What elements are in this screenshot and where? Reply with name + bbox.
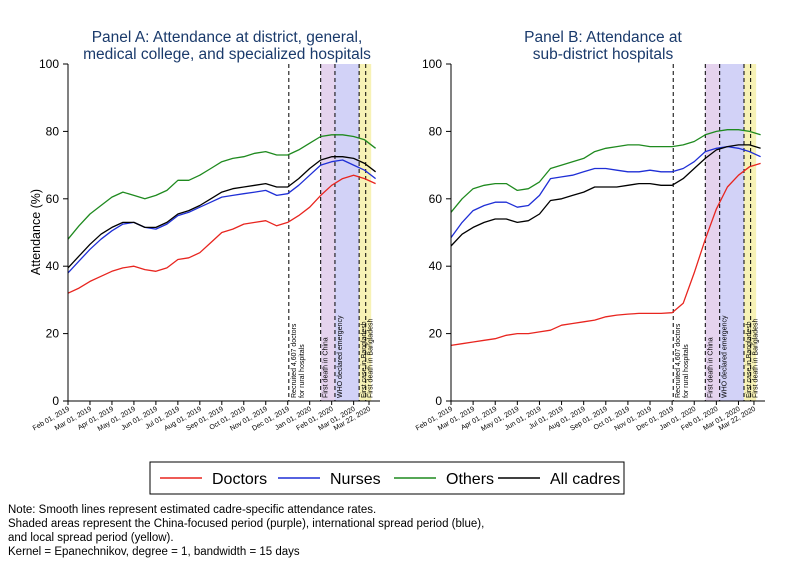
panel-a-title-line2: medical college, and specialized hospita… <box>83 46 371 63</box>
panel-b-vline-label-recruitment: Recruited 4,607 doctors <box>675 323 682 398</box>
panel-a-title-line1: Panel A: Attendance at district, general… <box>92 29 363 46</box>
panel-a-vline-label2-recruitment: for rural hospitals <box>299 344 306 398</box>
panel-b-title-line1: Panel B: Attendance at <box>524 29 682 46</box>
panel-b-shade-international <box>719 64 744 401</box>
panel-b-y-tick-label-100: 100 <box>422 57 442 71</box>
panel-b-y-tick-label-40: 40 <box>429 259 443 273</box>
legend-label-nurses: Nurses <box>330 471 381 488</box>
legend-box <box>149 461 625 495</box>
legend-item-others: Others <box>394 471 494 488</box>
legend: Doctors Nurses Others All cadres <box>149 461 625 495</box>
panel-a-series-all-cadres <box>67 156 376 269</box>
panel-a-vline-label-first-death-bangladesh: First death in Bangladesh <box>368 319 375 398</box>
legend-item-nurses: Nurses <box>278 471 381 488</box>
panel-b-vline-label2-recruitment: for rural hospitals <box>683 344 690 398</box>
panel-b-series-nurses <box>450 145 761 238</box>
panel-a-vline-label-first-death-china: First death in China <box>323 337 330 398</box>
panel-b-vline-label-first-case-bangladesh: First case in Bangladesh <box>746 321 753 398</box>
note-line-1: Note: Smooth lines represent estimated c… <box>8 504 377 516</box>
panel-b-y-tick-label-80: 80 <box>429 124 443 138</box>
legend-label-others: Others <box>446 471 494 488</box>
panel-b: Panel B: Attendance at sub-district hosp… <box>415 29 765 433</box>
panel-a-y-tick-label-20: 20 <box>46 327 60 341</box>
panel-a-vline-label-recruitment: Recruited 4,607 doctors <box>291 323 298 398</box>
panel-a-y-tick-label-60: 60 <box>46 192 60 206</box>
panel-a-series-doctors <box>67 174 376 294</box>
panel-a-y-tick-label-80: 80 <box>46 124 60 138</box>
panel-b-vline-label-first-death-china: First death in China <box>707 337 714 398</box>
panel-b-series-all-cadres <box>450 144 761 247</box>
panel-b-vline-label-who-emergency: WHO declared emergency <box>722 315 729 398</box>
legend-label-all-cadres: All cadres <box>550 471 620 488</box>
panel-b-y-tick-label-0: 0 <box>435 394 442 408</box>
panel-a-vline-label-who-emergency: WHO declared emergency <box>337 315 344 398</box>
panel-b-y-tick-label-60: 60 <box>429 192 443 206</box>
panel-b-series-others <box>450 129 761 213</box>
panel-b-y-tick-label-20: 20 <box>429 327 443 341</box>
panel-a-shade-china <box>320 64 335 401</box>
panel-a-shade-local <box>359 64 372 401</box>
panel-a: Panel A: Attendance at district, general… <box>29 29 380 433</box>
panel-a-series-others <box>67 134 376 240</box>
panel-a-shade-international <box>334 64 360 401</box>
legend-label-doctors: Doctors <box>212 471 267 488</box>
note-line-4: Kernel = Epanechnikov, degree = 1, bandw… <box>8 546 300 558</box>
legend-item-all-cadres: All cadres <box>498 471 620 488</box>
legend-item-doctors: Doctors <box>160 471 267 488</box>
panel-a-y-tick-label-40: 40 <box>46 259 60 273</box>
note-line-2: Shaded areas represent the China-focused… <box>8 518 485 530</box>
note-line-3: and local spread period (yellow). <box>8 532 174 544</box>
panel-a-y-tick-label-0: 0 <box>52 394 59 408</box>
panel-b-vline-label-first-death-bangladesh: First death in Bangladesh <box>753 319 760 398</box>
panel-a-series-nurses <box>67 159 376 274</box>
panel-a-y-axis-label: Attendance (%) <box>29 189 43 275</box>
panel-a-vline-label-first-case-bangladesh: First case in Bangladesh <box>361 321 368 398</box>
panel-b-title-line2: sub-district hospitals <box>533 46 674 63</box>
panel-b-shade-local <box>743 64 757 401</box>
panel-a-y-tick-label-100: 100 <box>39 57 59 71</box>
panel-b-series-doctors <box>450 162 761 347</box>
